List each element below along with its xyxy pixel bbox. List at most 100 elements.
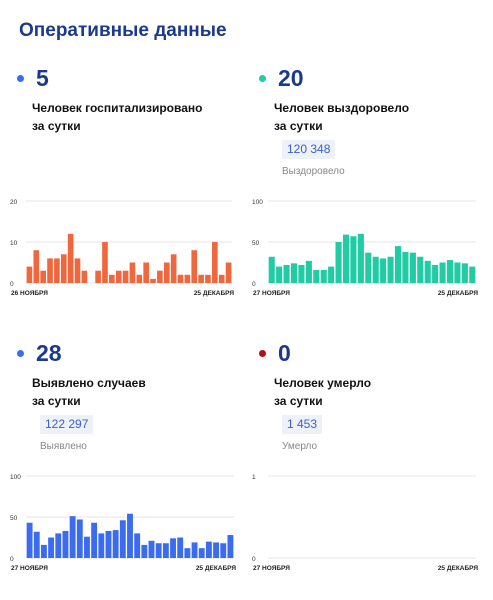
bar [387,256,394,283]
bar [276,266,283,283]
bar [60,254,67,283]
bar [129,262,136,283]
bar [380,258,387,283]
bar [177,274,184,283]
y-tick-label: 0 [10,556,14,563]
y-tick-label: 0 [252,281,256,288]
total-label: Выздоровело [282,166,345,177]
y-tick-label: 1 [252,474,256,481]
bar [55,533,62,558]
bar [122,270,129,283]
bar [163,262,170,283]
stat-row: 28 [14,338,62,368]
stat-description: Человек госпитализировано за сутки [32,99,232,135]
bar [372,256,379,283]
bar [170,254,177,283]
bar [320,269,327,283]
bar [342,234,350,283]
bar [184,548,191,558]
bar [170,538,176,558]
bar [298,264,305,283]
bar [102,242,108,283]
bar [76,519,83,558]
bar [162,543,169,558]
bar [177,537,184,558]
bullet-dot-icon [17,74,24,82]
bar [26,266,33,283]
bar [205,274,211,283]
bar [212,242,218,283]
bar [290,263,298,283]
bar [469,266,476,283]
desc-line: за сутки [32,394,81,408]
bar [141,544,148,558]
bar [40,270,46,283]
bar [67,233,74,283]
total-label: Умерло [282,441,318,452]
bar [105,530,112,558]
bar [81,270,88,283]
bar [143,262,149,283]
bar [461,263,468,283]
bar [213,542,220,558]
bar [402,251,409,283]
desc-line: за сутки [274,394,323,408]
bar [62,530,69,558]
bar [313,269,320,283]
total-value-box: 1 453 [282,415,323,434]
bar [220,543,227,558]
bar [150,278,156,283]
bar [454,262,461,283]
bar [33,250,40,283]
desc-line: Выявлено случаев [32,376,146,390]
y-tick-label: 0 [252,556,256,563]
bullet-dot-icon [259,349,266,357]
bar [26,522,33,558]
panel-detected: 28 Выявлено случаев за сутки 122 297 Выя… [10,338,246,578]
bar [198,274,204,283]
bar [225,262,232,283]
stat-value: 5 [36,64,49,91]
bar [119,520,126,558]
bar [69,516,76,558]
bar [365,252,372,283]
y-tick-label: 0 [10,281,14,288]
bar [74,258,81,283]
panel-deaths: 0 Человек умерло за сутки 1 453 Умерло 1… [252,338,488,578]
x-label-end: 25 ДЕКАБРЯ [438,290,479,297]
bullet-dot-icon [17,349,24,357]
x-label-end: 25 ДЕКАБРЯ [438,565,479,572]
y-tick-label: 20 [10,199,18,206]
stat-value: 28 [36,339,62,366]
total-value-box: 120 348 [282,140,336,159]
bar [283,264,290,283]
desc-line: за сутки [274,119,323,133]
stat-row: 20 [256,63,304,93]
total-label: Выявлено [40,441,87,452]
bar [184,274,191,283]
desc-line: Человек умерло [274,376,372,390]
bar [148,540,155,558]
bar [205,541,212,558]
stat-description: Выявлено случаев за сутки [32,374,232,410]
x-label-start: 27 НОЯБРЯ [11,565,48,572]
bar [357,233,364,283]
bar [47,258,53,283]
stat-description: Человек умерло за сутки [274,374,474,410]
x-label-end: 25 ДЕКАБРЯ [196,565,237,572]
bar [191,542,198,558]
chart-deaths: 1 0 27 НОЯБРЯ 25 ДЕКАБРЯ [252,474,479,572]
bar [424,260,431,283]
y-tick-label: 10 [10,240,18,247]
bar [305,260,312,283]
bar [328,266,335,283]
x-label-start: 26 НОЯБРЯ [11,290,48,297]
bar [191,250,198,283]
bullet-dot-icon [259,74,266,82]
bar [409,252,416,283]
bar [54,258,60,283]
stat-value: 0 [278,339,291,366]
bar [134,533,141,558]
bar [112,530,119,558]
bar [446,260,454,283]
